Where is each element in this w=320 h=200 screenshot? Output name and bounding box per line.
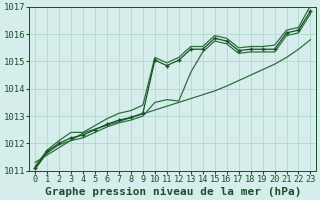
X-axis label: Graphe pression niveau de la mer (hPa): Graphe pression niveau de la mer (hPa) [44, 186, 301, 197]
